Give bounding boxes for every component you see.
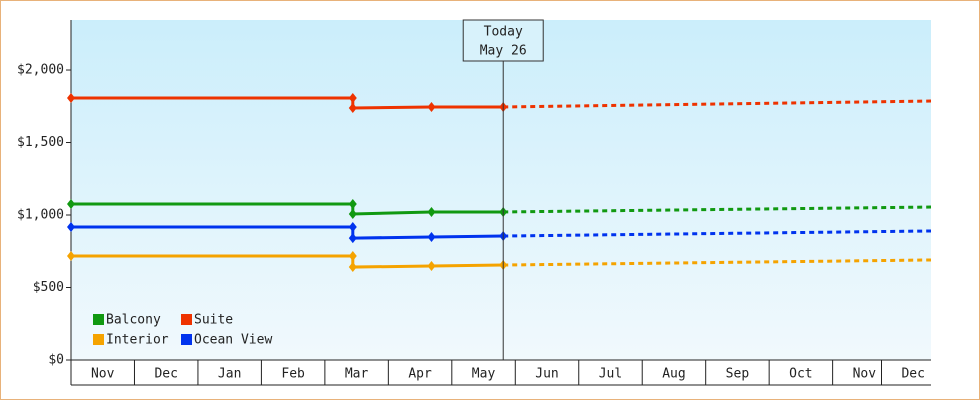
- today-label: May 26: [480, 44, 527, 59]
- x-tick-label: Nov: [91, 367, 115, 382]
- y-tick-label: $500: [33, 280, 64, 295]
- point: [348, 208, 357, 219]
- x-tick-label: Nov: [853, 367, 877, 382]
- y-tick-label: $1,000: [17, 208, 64, 223]
- legend-label: Suite: [194, 313, 233, 328]
- point: [427, 232, 436, 243]
- x-tick-label: Jul: [599, 367, 622, 382]
- x-tick-label: Sep: [726, 367, 750, 382]
- x-tick-label: Feb: [281, 367, 305, 382]
- y-tick-label: $2,000: [17, 63, 64, 78]
- x-tick-label: May: [472, 367, 496, 382]
- y-tick-label: $0: [48, 353, 64, 368]
- x-tick-label: Jun: [535, 367, 558, 382]
- legend-swatch: [181, 314, 192, 325]
- point: [348, 233, 357, 244]
- today-label: Today: [484, 25, 523, 40]
- legend-swatch: [93, 334, 104, 345]
- point: [348, 198, 357, 209]
- legend-label: Balcony: [106, 313, 161, 328]
- x-tick-label: Oct: [789, 367, 812, 382]
- point: [67, 198, 75, 209]
- y-tick-label: $1,500: [17, 135, 64, 150]
- legend-swatch: [181, 334, 192, 345]
- x-tick-label: Aug: [662, 367, 685, 382]
- point: [67, 222, 75, 233]
- point: [348, 251, 357, 262]
- plot-area: [71, 20, 931, 360]
- legend-label: Ocean View: [194, 333, 272, 348]
- legend-swatch: [93, 314, 104, 325]
- point: [67, 251, 75, 262]
- point: [348, 222, 357, 233]
- x-tick-label: Mar: [345, 367, 369, 382]
- point: [348, 93, 357, 104]
- point: [427, 206, 436, 217]
- x-tick-label: Apr: [408, 367, 432, 382]
- legend-label: Interior: [106, 333, 169, 348]
- point: [427, 101, 436, 112]
- point: [348, 103, 357, 114]
- x-tick-label: Jan: [218, 367, 241, 382]
- x-tick-label: Dec: [154, 367, 177, 382]
- point: [67, 93, 75, 104]
- point: [348, 262, 357, 273]
- point: [427, 261, 436, 272]
- today-box: [462, 19, 544, 62]
- x-tick-label: Dec: [901, 367, 924, 382]
